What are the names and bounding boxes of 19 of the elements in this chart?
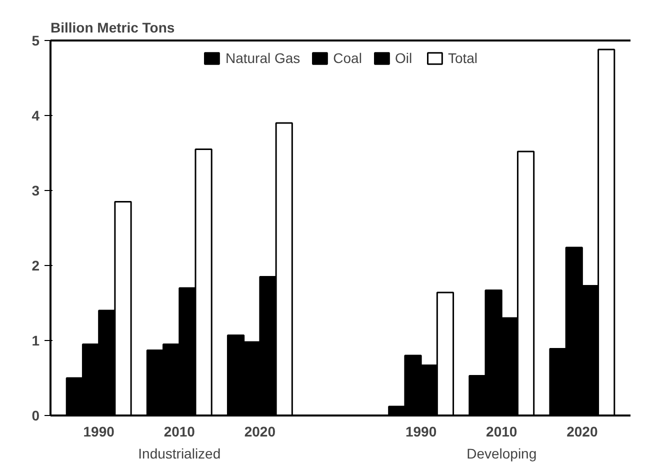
y-tick-label: 0 — [32, 408, 40, 424]
x-tick-label: 2010 — [164, 424, 196, 440]
legend-label: Natural Gas — [225, 50, 300, 66]
y-tick-label: 5 — [32, 32, 40, 48]
x-tick-label: 2010 — [486, 424, 518, 440]
y-axis-title: Billion Metric Tons — [50, 20, 175, 36]
x-tick-label: 1990 — [83, 424, 115, 440]
y-tick-label: 4 — [32, 108, 40, 124]
x-tick-label: 2020 — [566, 424, 598, 440]
y-tick-label: 2 — [32, 258, 40, 274]
x-tick-label: 1990 — [405, 424, 437, 440]
legend-label: Total — [448, 50, 478, 66]
legend-label: Oil — [394, 50, 414, 66]
y-tick-label: 3 — [32, 182, 40, 198]
text: Developing — [466, 446, 537, 462]
y-tick-label: 1 — [32, 332, 40, 348]
legend-label: Coal — [333, 50, 362, 66]
x-tick-label: 2020 — [244, 424, 276, 440]
text: Industrialized — [138, 446, 221, 462]
